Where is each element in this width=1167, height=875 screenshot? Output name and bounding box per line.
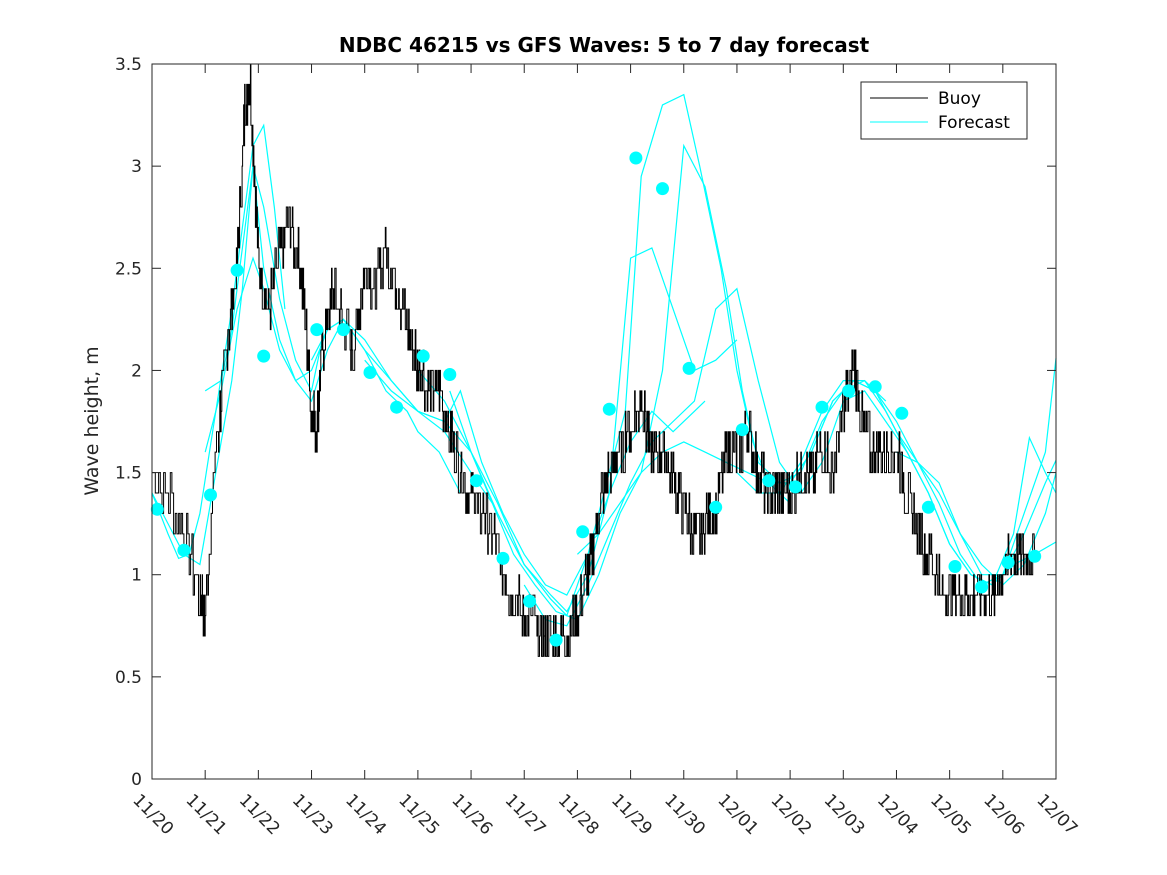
forecast-marker (709, 500, 723, 514)
forecast-line-5 (364, 247, 738, 613)
legend-forecast-label: Forecast (938, 113, 1010, 133)
forecast-line-8 (523, 287, 951, 627)
forecast-marker (549, 633, 563, 647)
forecast-marker (868, 380, 882, 394)
legend-buoy-label: Buoy (938, 89, 981, 109)
forecast-marker (336, 323, 350, 337)
forecast-marker (895, 406, 909, 420)
forecast-line-11 (789, 358, 1057, 576)
forecast-marker (496, 551, 510, 565)
forecast-marker (682, 361, 696, 375)
forecast-marker (310, 323, 324, 337)
forecast-marker (469, 474, 483, 488)
y-tick-label: 2 (131, 361, 142, 381)
buoy-line (152, 63, 1036, 657)
forecast-marker (629, 151, 643, 165)
y-axis-ticks: 0 0.5 1 1.5 2 2.5 3 3.5 (115, 55, 1056, 790)
y-tick-label: 1 (131, 566, 142, 586)
forecast-marker (815, 400, 829, 414)
forecast-marker (656, 182, 669, 196)
buoy-line-group (152, 63, 1036, 657)
y-tick-label: 2.5 (115, 259, 142, 279)
forecast-marker (1001, 556, 1015, 569)
y-tick-label: 0.5 (115, 668, 142, 688)
chart-title: NDBC 46215 vs GFS Waves: 5 to 7 day fore… (339, 33, 870, 57)
forecast-marker (1028, 549, 1042, 563)
y-axis-label: Wave height, m (81, 346, 103, 495)
forecast-line-10 (736, 380, 1057, 586)
plot-area (152, 64, 1056, 779)
forecast-marker (204, 488, 217, 502)
forecast-line-7 (449, 143, 887, 621)
forecast-marker (576, 525, 590, 539)
forecast-line-3 (204, 256, 493, 504)
forecast-marker (416, 349, 430, 363)
forecast-marker (150, 502, 164, 516)
legend: Buoy Forecast (860, 81, 1028, 140)
forecast-marker (762, 474, 776, 488)
forecast-markers (150, 151, 1042, 647)
y-tick-label: 1.5 (115, 464, 142, 484)
y-tick-label: 0 (131, 770, 142, 790)
forecast-marker (177, 543, 191, 557)
axes (151, 63, 1057, 780)
axes-box (151, 63, 1057, 780)
forecast-marker (257, 349, 271, 363)
forecast-marker (842, 384, 856, 398)
forecast-marker (523, 594, 537, 608)
legend-box (860, 81, 1028, 140)
y-tick-label: 3 (131, 157, 142, 177)
y-tick-label: 3.5 (115, 55, 142, 75)
forecast-marker (975, 580, 989, 594)
forecast-marker (948, 560, 962, 573)
forecast-marker (602, 402, 616, 416)
forecast-marker (390, 400, 404, 414)
forecast-marker (735, 423, 749, 437)
plot-clip-group (150, 63, 1057, 657)
forecast-marker (363, 366, 377, 379)
forecast-marker (230, 263, 244, 277)
forecast-marker (921, 500, 935, 514)
forecast-marker (788, 480, 802, 494)
forecast-marker (443, 368, 457, 381)
